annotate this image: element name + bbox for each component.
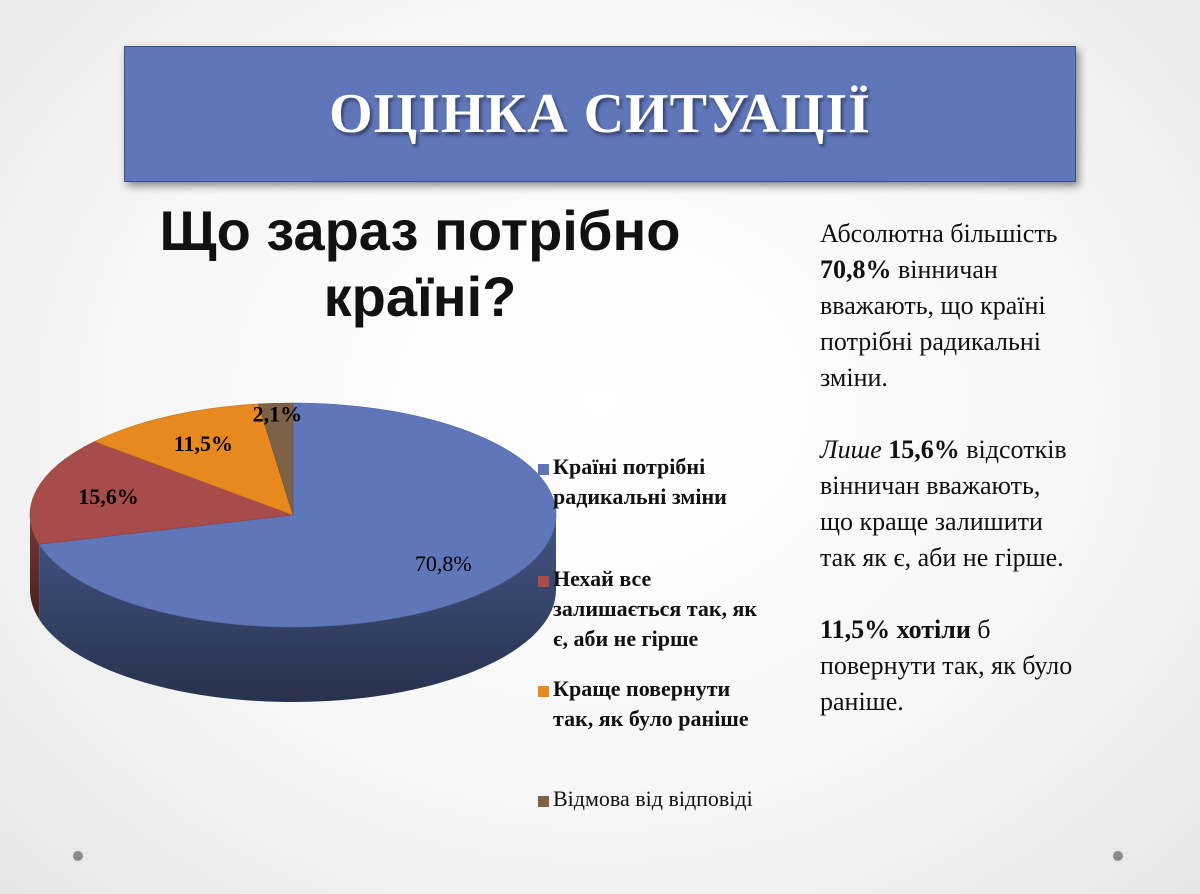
legend-label: Краще повернути так, як було раніше: [553, 674, 823, 734]
pie-chart: 70,8% 15,6% 11,5% 2,1%: [29, 401, 557, 702]
summary-text: раніше.: [820, 687, 904, 716]
summary-text: повернути так, як було: [820, 651, 1073, 680]
title-banner: ОЦІНКА СИТУАЦІЇ: [124, 46, 1076, 182]
summary-paragraph-3: 11,5% хотіли б повернути так, як було ра…: [820, 612, 1180, 720]
legend-label: Країні потрібні радикальні зміни: [553, 452, 823, 512]
summary-highlight: 15,6%: [881, 435, 960, 464]
summary-paragraph-2: Лише 15,6% відсотків вінничан вважають, …: [820, 432, 1180, 576]
legend-label-line: Краще повернути: [553, 676, 731, 701]
legend-label: Нехай все залишається так, як є, аби не гі…: [553, 564, 823, 654]
legend-swatch: [538, 796, 549, 807]
question-line-2: країні?: [323, 265, 517, 328]
pie-value-label: 70,8%: [415, 551, 472, 576]
legend-label-line: так, як було раніше: [553, 706, 749, 731]
pie-top-group: [29, 402, 557, 628]
chart-question: Що зараз потрібно країні?: [100, 198, 740, 330]
pie-slice: [38, 402, 557, 628]
summary-text: зміни.: [820, 363, 888, 392]
pie-slice: [29, 441, 294, 545]
summary-text: вважають, що країні: [820, 291, 1046, 320]
legend-label: Відмова від відповіді: [553, 784, 823, 814]
summary-highlight: 11,5% хотіли: [820, 615, 971, 644]
legend-label-line: залишається так, як: [553, 596, 758, 621]
pie-value-label: 11,5%: [174, 431, 233, 456]
legend-label-line: радикальні зміни: [553, 484, 727, 509]
legend-label-line: Країні потрібні: [553, 454, 706, 479]
summary-text: Абсолютна більшість: [820, 219, 1058, 248]
pie-slice: [257, 402, 294, 516]
question-line-1: Що зараз потрібно: [159, 199, 681, 262]
legend-swatch: [538, 686, 549, 697]
legend-label-line: Відмова від відповіді: [553, 786, 753, 811]
pie-value-label: 15,6%: [78, 484, 139, 509]
legend-swatch: [538, 464, 549, 475]
summary-text: Лише: [820, 435, 882, 464]
legend-swatch: [538, 576, 549, 587]
summary-paragraph-1: Абсолютна більшість 70,8% вінничан вважа…: [820, 216, 1180, 396]
pie-side-group: [30, 515, 557, 702]
slide-title: ОЦІНКА СИТУАЦІЇ: [329, 83, 871, 145]
pie-value-label: 2,1%: [253, 401, 303, 426]
summary-text: потрібні радикальні: [820, 327, 1041, 356]
summary-text: б: [970, 615, 991, 644]
summary-text: що краще залишити: [820, 507, 1043, 536]
summary-text: вінничан: [891, 255, 998, 284]
slide-corner-dot-right: [1113, 851, 1123, 861]
summary-highlight: 70,8%: [820, 255, 892, 284]
legend-label-line: є, аби не гірше: [553, 626, 699, 651]
slide-corner-dot-left: [73, 851, 83, 861]
summary-text: так як є, аби не гірше.: [820, 543, 1064, 572]
summary-text: відсотків: [959, 435, 1067, 464]
summary-text: вінничан вважають,: [820, 471, 1041, 500]
legend-label-line: Нехай все: [553, 566, 652, 591]
pie-slice-side: [39, 515, 557, 702]
pie-slice-side: [30, 515, 40, 620]
pie-slice: [93, 403, 294, 516]
